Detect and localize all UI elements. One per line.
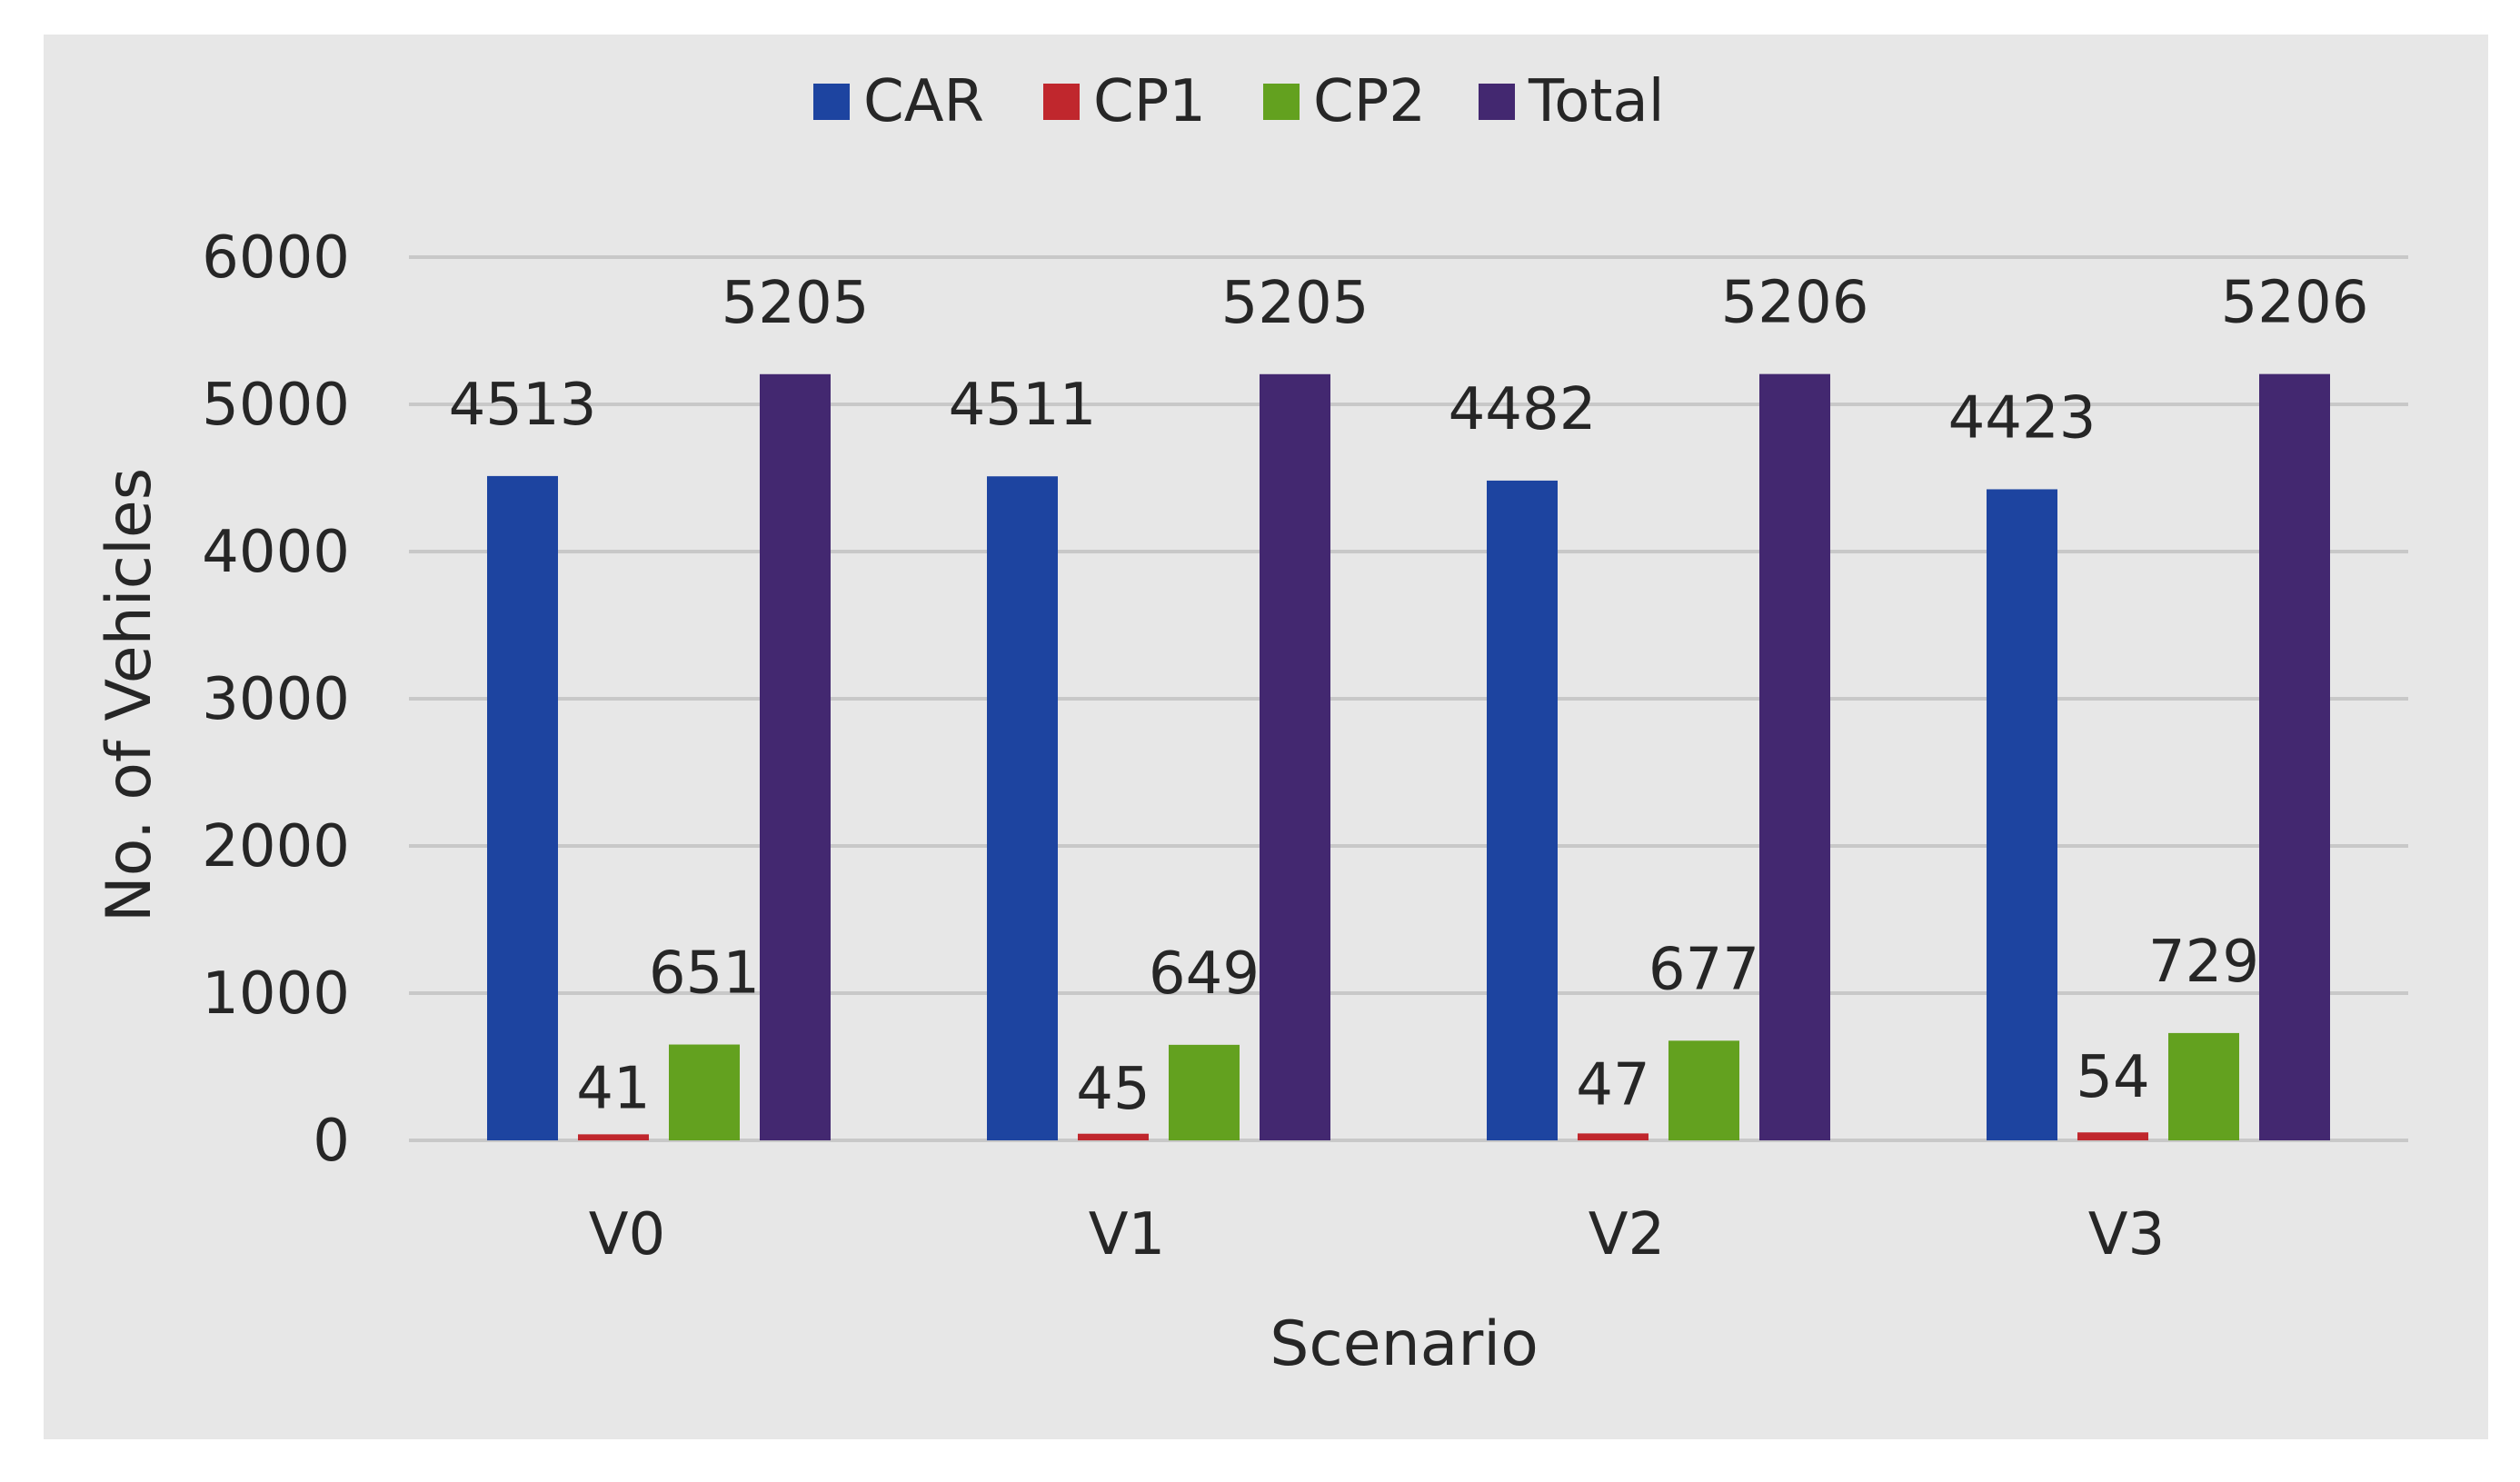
y-tick-label: 0 [313,1108,350,1175]
y-tick-label: 6000 [202,224,350,292]
data-label-cp1-v1: 45 [1076,1056,1150,1123]
legend-swatch-cp1 [1043,84,1080,120]
legend-swatch-total [1479,84,1515,120]
bar-car-v1 [987,476,1058,1140]
data-label-cp2-v0: 651 [649,940,760,1008]
data-label-car-v1: 4511 [949,372,1097,439]
y-tick-label: 3000 [202,666,350,733]
x-tick-label-v1: V1 [1089,1201,1166,1268]
data-label-cp2-v2: 677 [1648,936,1759,1003]
bar-cp1-v1 [1078,1133,1149,1140]
y-tick-label: 4000 [202,519,350,586]
data-label-cp1-v0: 41 [576,1056,650,1123]
data-labels: 4513 41 651 5205 4511 45 649 5205 4482 47 677 5206 4… [449,270,2369,1123]
data-label-car-v2: 4482 [1449,376,1597,443]
bar-cp2-v2 [1668,1040,1739,1140]
x-tick-label-v2: V2 [1589,1201,1666,1268]
bar-total-v3 [2259,373,2330,1140]
data-label-cp2-v3: 729 [2148,929,2259,996]
legend-swatch-cp2 [1263,84,1300,120]
x-tick-label-v3: V3 [2088,1201,2166,1268]
data-label-total-v2: 5206 [1721,270,1869,337]
data-label-car-v0: 4513 [449,372,597,439]
y-tick-label: 1000 [202,960,350,1028]
bar-cp1-v0 [578,1134,649,1140]
bar-car-v0 [487,475,558,1140]
bar-total-v1 [1260,373,1330,1140]
data-label-cp2-v1: 649 [1149,940,1260,1008]
legend-label-cp1: CP1 [1093,68,1206,135]
bar-cp2-v1 [1169,1044,1240,1140]
y-tick-label: 2000 [202,813,350,880]
bar-car-v2 [1487,480,1558,1140]
bar-cp1-v3 [2077,1132,2148,1140]
gridlines [409,255,2408,1142]
y-axis-ticks: 0 1000 2000 3000 4000 5000 6000 [202,224,350,1175]
bar-cp2-v3 [2168,1032,2239,1140]
data-label-total-v1: 5205 [1221,270,1370,337]
data-label-cp1-v3: 54 [2076,1044,2149,1111]
legend: CAR CP1 CP2 Total [813,68,1664,135]
data-label-total-v3: 5206 [2221,270,2369,337]
y-tick-label: 5000 [202,372,350,439]
bar-car-v3 [1987,489,2057,1140]
data-label-cp1-v2: 47 [1576,1051,1649,1119]
y-axis-title: No. of Vehicles [94,468,165,922]
legend-swatch-car [813,84,850,120]
legend-label-car: CAR [863,68,984,135]
x-axis-title: Scenario [1270,1308,1539,1380]
data-label-total-v0: 5205 [722,270,870,337]
x-tick-label-v0: V0 [589,1201,666,1268]
x-axis-ticks: V0 V1 V2 V3 [589,1201,2166,1268]
legend-label-total: Total [1528,68,1664,135]
bar-total-v2 [1759,373,1830,1140]
data-label-car-v3: 4423 [1948,384,2097,452]
bar-cp1-v2 [1578,1133,1648,1140]
bars [487,373,2330,1140]
bar-cp2-v0 [669,1044,740,1140]
bar-total-v0 [760,373,831,1140]
legend-label-cp2: CP2 [1313,68,1426,135]
